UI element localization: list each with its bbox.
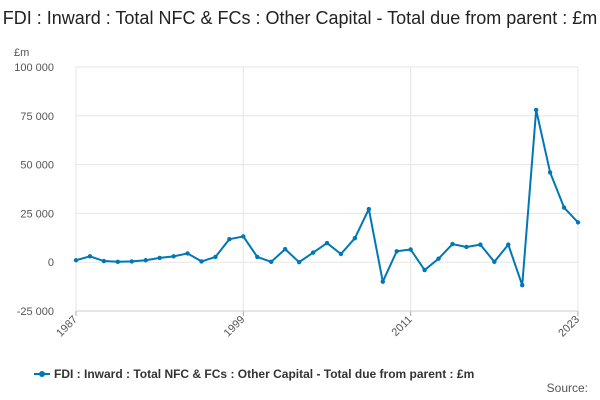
y-tick-label: 100 000 bbox=[14, 62, 54, 74]
data-point[interactable] bbox=[547, 170, 553, 175]
x-tick-label: 1999 bbox=[222, 314, 248, 340]
data-point[interactable] bbox=[87, 254, 93, 259]
x-tick-label: 2023 bbox=[556, 314, 582, 340]
source-label: Source: bbox=[546, 381, 588, 395]
data-point[interactable] bbox=[561, 205, 567, 210]
series-line bbox=[75, 108, 579, 287]
data-point[interactable] bbox=[185, 251, 190, 256]
data-point[interactable] bbox=[394, 249, 399, 254]
data-point[interactable] bbox=[199, 259, 204, 264]
chart-title: FDI : Inward : Total NFC & FCs : Other C… bbox=[2, 8, 598, 28]
data-point[interactable] bbox=[492, 259, 497, 265]
data-point[interactable] bbox=[241, 234, 246, 239]
y-tick-label: 25 000 bbox=[20, 208, 54, 220]
x-tick-label: 1987 bbox=[54, 314, 80, 340]
y-axis-unit-label: £m bbox=[14, 47, 29, 59]
gridlines bbox=[75, 66, 579, 312]
y-tick-label: -25 000 bbox=[17, 306, 54, 318]
data-point[interactable] bbox=[520, 283, 525, 288]
x-tick-label: 2011 bbox=[390, 314, 415, 339]
data-point[interactable] bbox=[436, 256, 441, 261]
data-point[interactable] bbox=[324, 240, 330, 246]
data-point[interactable] bbox=[157, 255, 162, 261]
data-point[interactable] bbox=[366, 206, 372, 212]
data-point[interactable] bbox=[478, 242, 483, 247]
y-tick-label: 75 000 bbox=[20, 111, 54, 123]
data-point[interactable] bbox=[506, 242, 511, 247]
legend[interactable]: FDI : Inward : Total NFC & FCs : Other C… bbox=[34, 365, 474, 383]
data-point[interactable] bbox=[450, 241, 455, 247]
data-point[interactable] bbox=[255, 254, 260, 260]
y-tick-label: 50 000 bbox=[20, 160, 54, 172]
legend-swatch bbox=[34, 371, 50, 377]
data-point[interactable] bbox=[269, 259, 274, 265]
data-point[interactable] bbox=[533, 107, 539, 113]
data-point[interactable] bbox=[143, 258, 148, 263]
data-point[interactable] bbox=[408, 247, 413, 252]
data-point[interactable] bbox=[73, 258, 79, 263]
data-point[interactable] bbox=[352, 235, 358, 241]
data-point[interactable] bbox=[101, 258, 107, 264]
data-point[interactable] bbox=[282, 246, 288, 252]
data-point[interactable] bbox=[422, 267, 427, 273]
data-point[interactable] bbox=[575, 220, 581, 225]
data-point[interactable] bbox=[227, 236, 232, 242]
data-point[interactable] bbox=[380, 279, 385, 284]
legend-label: FDI : Inward : Total NFC & FCs : Other C… bbox=[54, 367, 475, 381]
data-point[interactable] bbox=[338, 251, 344, 257]
data-point[interactable] bbox=[129, 259, 134, 264]
data-point[interactable] bbox=[115, 259, 121, 265]
data-point[interactable] bbox=[296, 260, 302, 265]
axes: -25 000 0 25 000 50 000 75 000 100 000 1987 199… bbox=[14, 62, 582, 339]
series-layer bbox=[73, 107, 581, 288]
data-point[interactable] bbox=[213, 254, 218, 260]
y-tick-label: 0 bbox=[48, 257, 54, 269]
data-point[interactable] bbox=[464, 244, 469, 250]
data-point[interactable] bbox=[171, 254, 176, 259]
data-point[interactable] bbox=[310, 250, 316, 255]
